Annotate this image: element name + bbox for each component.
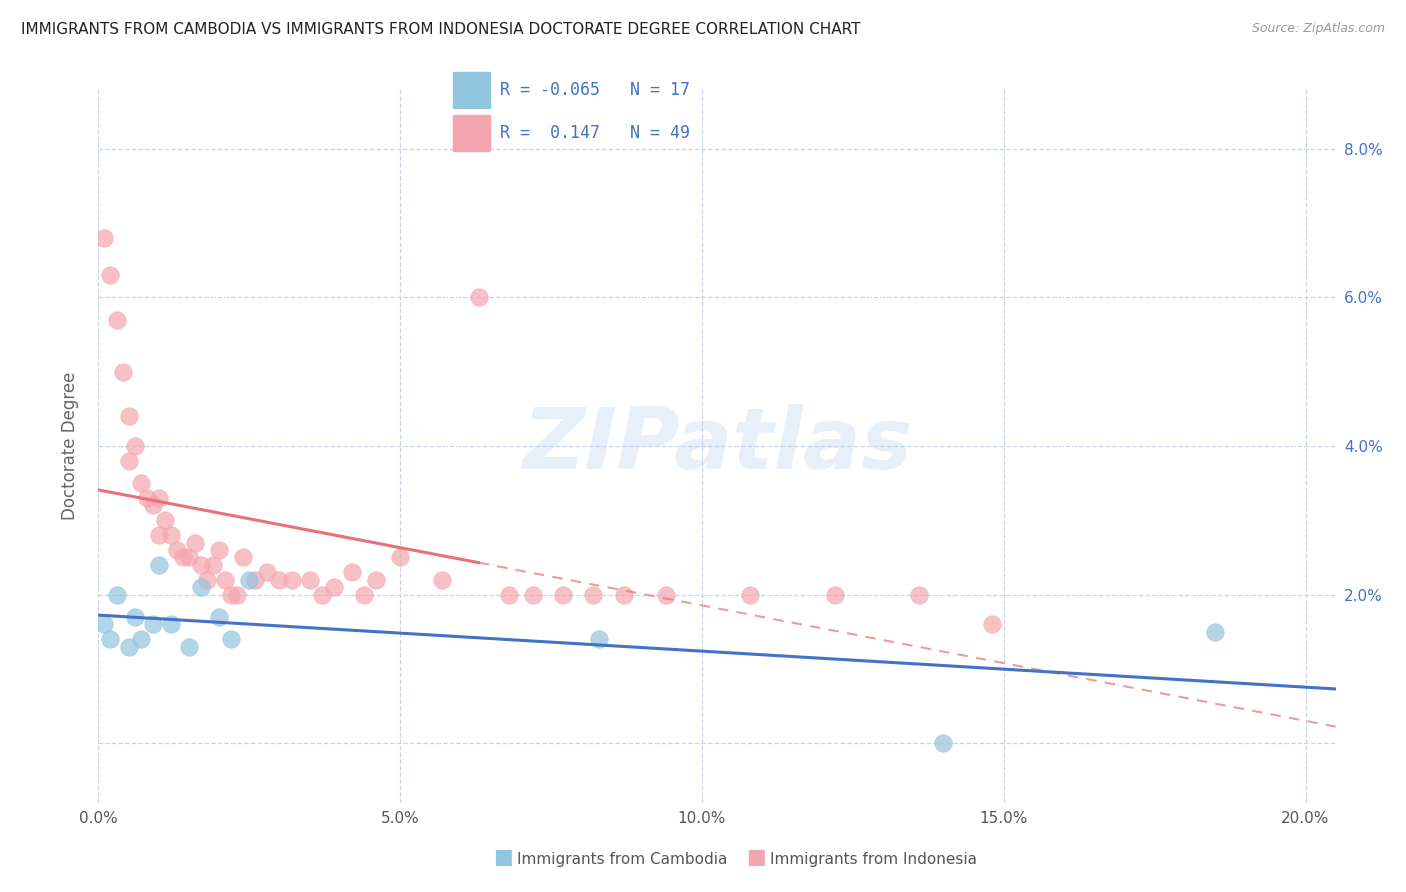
Point — [160, 528, 183, 542]
Point — [117, 454, 139, 468]
Point — [190, 558, 212, 572]
Text: R = -0.065   N = 17: R = -0.065 N = 17 — [501, 81, 690, 99]
Bar — [453, 72, 489, 108]
Point — [124, 610, 146, 624]
Point — [153, 513, 176, 527]
Text: ■: ■ — [494, 847, 513, 867]
Point — [135, 491, 157, 505]
Point — [129, 632, 152, 647]
Point — [245, 573, 267, 587]
Point — [111, 365, 134, 379]
Point — [219, 632, 242, 647]
Point — [208, 543, 231, 558]
Point — [553, 588, 575, 602]
Point — [389, 550, 412, 565]
Point — [177, 640, 200, 654]
Point — [214, 573, 236, 587]
Point — [202, 558, 225, 572]
Point — [655, 588, 678, 602]
Point — [100, 632, 122, 647]
Point — [908, 588, 931, 602]
Text: Immigrants from Indonesia: Immigrants from Indonesia — [770, 852, 977, 867]
Point — [740, 588, 762, 602]
Point — [932, 736, 955, 750]
Point — [172, 550, 194, 565]
Point — [353, 588, 375, 602]
Point — [824, 588, 846, 602]
Point — [582, 588, 605, 602]
Point — [226, 588, 249, 602]
Point — [1204, 624, 1226, 639]
Point — [142, 617, 165, 632]
Point — [340, 566, 363, 580]
Point — [364, 573, 387, 587]
Point — [980, 617, 1002, 632]
Point — [100, 268, 122, 282]
Bar — [453, 115, 489, 151]
Point — [148, 491, 170, 505]
Point — [160, 617, 183, 632]
Point — [93, 617, 115, 632]
Y-axis label: Doctorate Degree: Doctorate Degree — [60, 372, 79, 520]
Point — [432, 573, 454, 587]
Point — [269, 573, 291, 587]
Point — [219, 588, 242, 602]
Point — [238, 573, 260, 587]
Text: ■: ■ — [747, 847, 766, 867]
Point — [195, 573, 218, 587]
Point — [322, 580, 344, 594]
Point — [177, 550, 200, 565]
Point — [280, 573, 302, 587]
Text: IMMIGRANTS FROM CAMBODIA VS IMMIGRANTS FROM INDONESIA DOCTORATE DEGREE CORRELATI: IMMIGRANTS FROM CAMBODIA VS IMMIGRANTS F… — [21, 22, 860, 37]
Point — [124, 439, 146, 453]
Text: ZIPatlas: ZIPatlas — [522, 404, 912, 488]
Point — [142, 499, 165, 513]
Text: Source: ZipAtlas.com: Source: ZipAtlas.com — [1251, 22, 1385, 36]
Point — [105, 312, 128, 326]
Point — [148, 528, 170, 542]
Point — [256, 566, 278, 580]
Point — [522, 588, 544, 602]
Point — [467, 290, 489, 304]
Text: R =  0.147   N = 49: R = 0.147 N = 49 — [501, 124, 690, 142]
Point — [117, 640, 139, 654]
Point — [117, 409, 139, 424]
Point — [232, 550, 254, 565]
Point — [166, 543, 188, 558]
Point — [588, 632, 610, 647]
Point — [105, 588, 128, 602]
Point — [298, 573, 321, 587]
Text: Immigrants from Cambodia: Immigrants from Cambodia — [517, 852, 728, 867]
Point — [129, 476, 152, 491]
Point — [148, 558, 170, 572]
Point — [190, 580, 212, 594]
Point — [93, 231, 115, 245]
Point — [612, 588, 634, 602]
Point — [184, 535, 207, 549]
Point — [311, 588, 333, 602]
Point — [498, 588, 520, 602]
Point — [208, 610, 231, 624]
